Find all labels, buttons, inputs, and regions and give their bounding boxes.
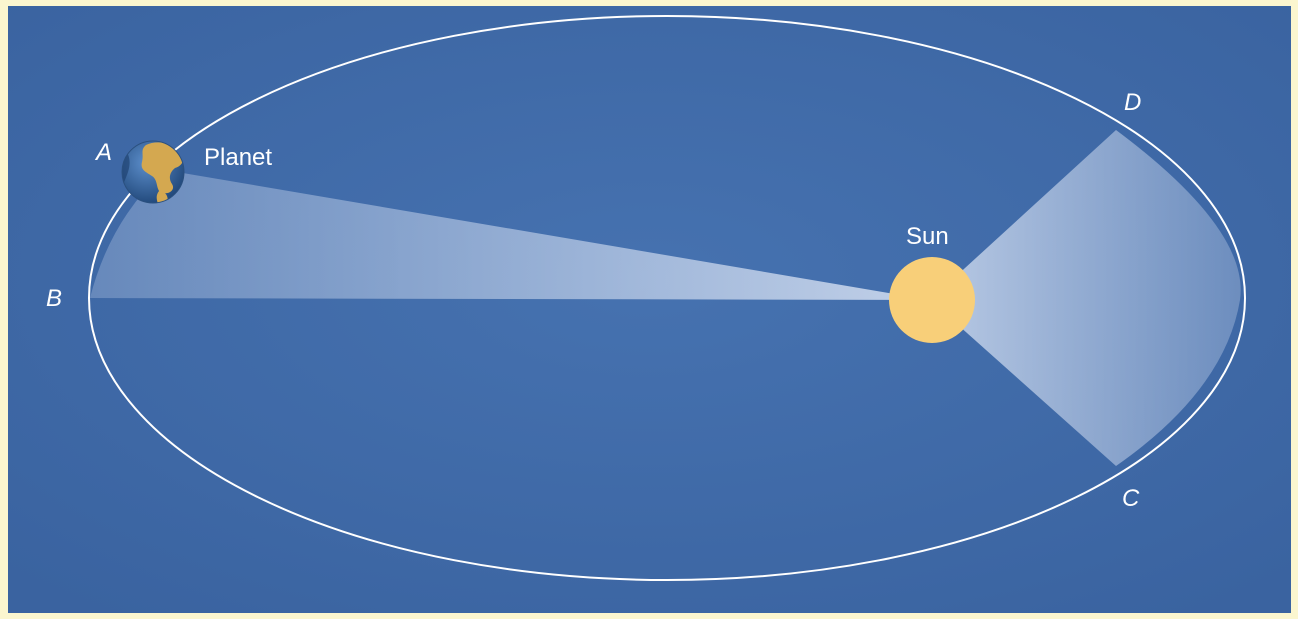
kepler-second-law-diagram: A B C D Planet Sun (8, 6, 1291, 613)
orbit-ellipse (88, 15, 1246, 581)
point-label-d: D (1124, 89, 1141, 116)
diagram-frame: A B C D Planet Sun (8, 6, 1291, 613)
planet-label: Planet (204, 144, 272, 171)
earth-globe-icon (121, 140, 185, 204)
point-label-a: A (94, 139, 112, 166)
swept-area-cd (930, 130, 1241, 466)
sun-disc-icon (889, 257, 975, 343)
swept-area-ab (90, 170, 930, 300)
point-label-c: C (1122, 485, 1140, 512)
point-label-b: B (46, 285, 62, 312)
sun-label: Sun (906, 223, 949, 250)
